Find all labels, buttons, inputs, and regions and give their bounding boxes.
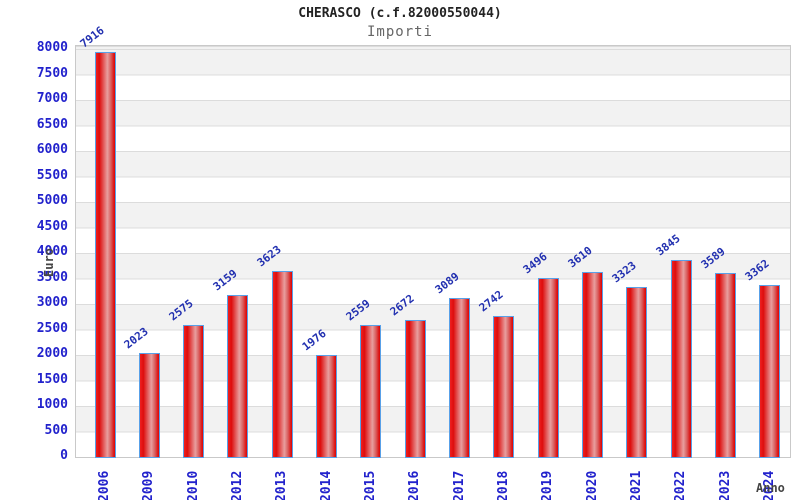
bar bbox=[138, 352, 160, 458]
bar bbox=[316, 355, 338, 458]
y-axis-title: Euro bbox=[42, 248, 56, 277]
bar bbox=[715, 272, 737, 458]
y-tick-label: 1000 bbox=[36, 397, 68, 412]
x-tick-label: 2018 bbox=[495, 470, 511, 500]
x-tick-label: 2012 bbox=[229, 470, 245, 500]
x-tick-label: 2023 bbox=[717, 470, 733, 500]
bar bbox=[404, 319, 426, 458]
x-axis-title: Anno bbox=[756, 481, 785, 495]
x-tick-label: 2010 bbox=[185, 470, 201, 500]
y-tick-label: 6500 bbox=[36, 116, 68, 132]
y-tick-label: 5000 bbox=[36, 193, 68, 208]
bar bbox=[271, 271, 293, 458]
x-tick-label: 2006 bbox=[97, 470, 112, 500]
y-tick-label: 3000 bbox=[36, 295, 68, 310]
y-tick-label: 0 bbox=[60, 448, 68, 463]
x-tick-label: 2013 bbox=[274, 470, 290, 500]
bar bbox=[626, 286, 648, 458]
chart-title: CHERASCO (c.f.82000550044) bbox=[298, 6, 502, 21]
bar bbox=[493, 316, 515, 458]
y-tick-label: 1500 bbox=[36, 371, 68, 387]
y-tick-label: 6000 bbox=[36, 142, 68, 157]
y-tick-label: 8000 bbox=[36, 40, 68, 55]
bar bbox=[94, 52, 116, 458]
bar bbox=[537, 277, 559, 458]
y-tick-label: 5500 bbox=[36, 167, 68, 183]
x-tick-label: 2014 bbox=[318, 470, 334, 500]
x-tick-label: 2021 bbox=[628, 470, 644, 500]
x-tick-label: 2015 bbox=[362, 470, 378, 500]
y-tick-label: 3500 bbox=[36, 269, 68, 285]
bar bbox=[449, 298, 471, 458]
y-tick-label: 7500 bbox=[36, 65, 68, 81]
x-tick-label: 2019 bbox=[540, 470, 556, 500]
bar bbox=[360, 325, 382, 458]
x-tick-label: 2017 bbox=[451, 470, 467, 500]
y-tick-label: 4000 bbox=[36, 244, 68, 259]
bar bbox=[183, 324, 205, 458]
y-tick-label: 2000 bbox=[36, 346, 68, 361]
bar bbox=[759, 284, 781, 458]
bar bbox=[670, 259, 692, 458]
y-tick-label: 2500 bbox=[36, 320, 68, 336]
bar bbox=[227, 294, 249, 458]
y-tick-label: 500 bbox=[44, 422, 68, 438]
x-tick-label: 2022 bbox=[673, 470, 689, 500]
bar bbox=[582, 271, 604, 458]
x-tick-label: 2020 bbox=[584, 470, 600, 500]
y-tick-label: 7000 bbox=[36, 91, 68, 106]
y-tick-label: 4500 bbox=[36, 218, 68, 234]
chart-subtitle: Importi bbox=[366, 24, 433, 40]
x-tick-label: 2009 bbox=[141, 470, 157, 500]
x-tick-label: 2016 bbox=[407, 470, 423, 500]
